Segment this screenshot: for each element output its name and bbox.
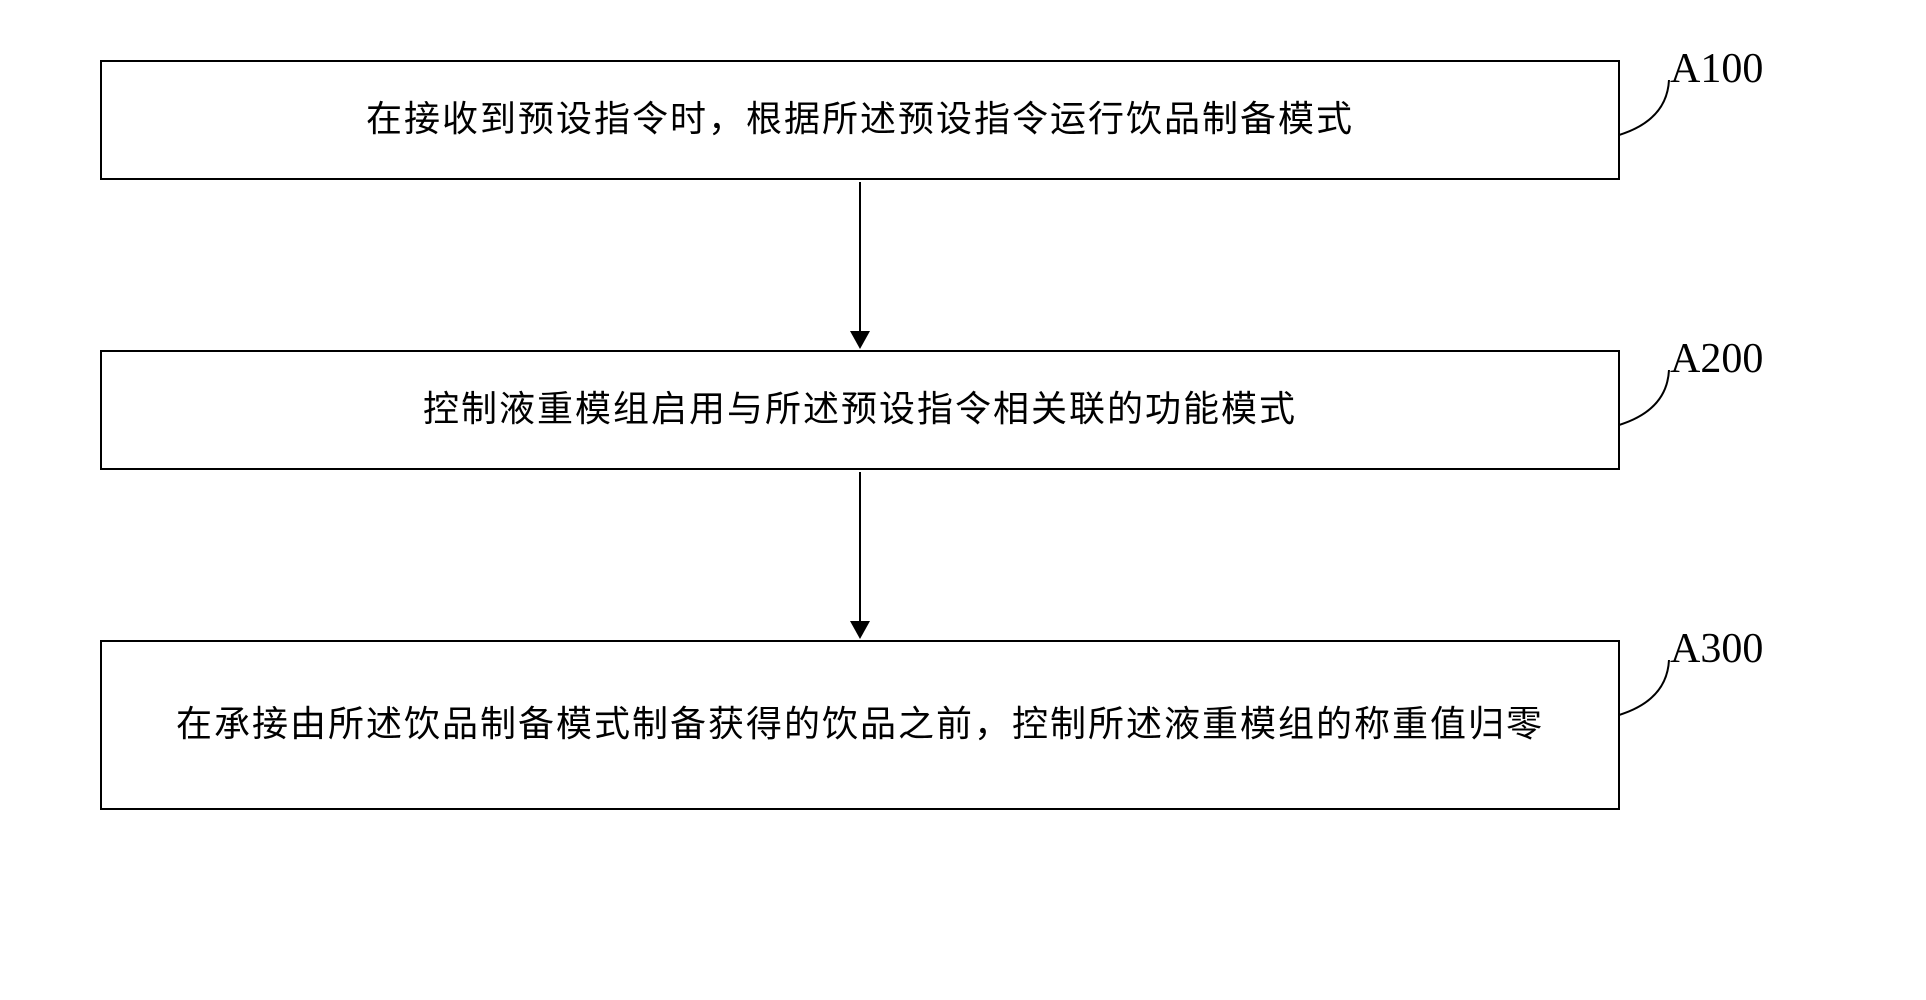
node-a200-text: 控制液重模组启用与所述预设指令相关联的功能模式 [423,381,1297,439]
node-a200-label: A200 [1670,335,1763,383]
label-connector-a200 [1619,370,1679,440]
node-a100-label: A100 [1670,45,1763,93]
flowchart-node-a300: 在承接由所述饮品制备模式制备获得的饮品之前，控制所述液重模组的称重值归零 [100,640,1620,810]
node-a100-text: 在接收到预设指令时，根据所述预设指令运行饮品制备模式 [366,91,1354,149]
flowchart-container: 在接收到预设指令时，根据所述预设指令运行饮品制备模式 A100 控制液重模组启用… [100,60,1650,810]
node-a300-text: 在承接由所述饮品制备模式制备获得的饮品之前，控制所述液重模组的称重值归零 [176,696,1544,754]
flowchart-node-a100: 在接收到预设指令时，根据所述预设指令运行饮品制备模式 [100,60,1620,180]
label-connector-a300 [1619,660,1679,730]
arrow-a200-a300 [100,470,1620,640]
node-a300-label: A300 [1670,625,1763,673]
label-connector-a100 [1619,80,1679,150]
arrow-a100-a200 [100,180,1620,350]
flowchart-node-a200: 控制液重模组启用与所述预设指令相关联的功能模式 [100,350,1620,470]
